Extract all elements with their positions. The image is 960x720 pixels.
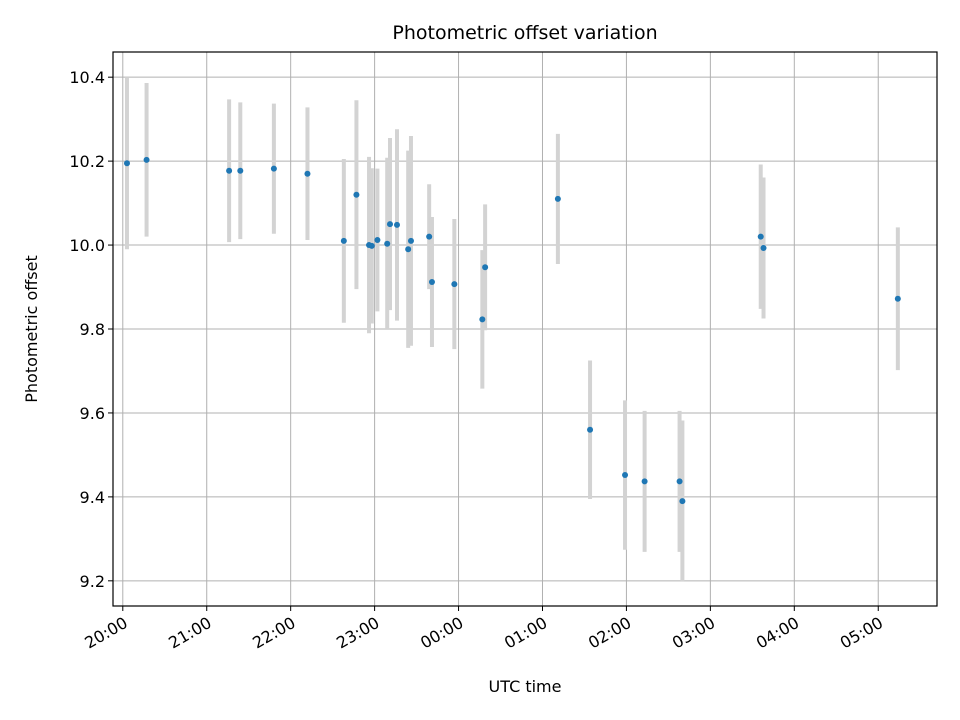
x-tick-label: 01:00 (501, 613, 550, 653)
y-tick-label: 10.4 (69, 68, 105, 87)
data-point (426, 233, 433, 240)
y-tick-label: 9.4 (80, 488, 105, 507)
x-tick-label: 23:00 (333, 613, 382, 653)
data-point (451, 281, 458, 288)
data-point (479, 316, 486, 323)
data-point (340, 237, 347, 244)
y-tick-label: 9.2 (80, 572, 105, 591)
data-point (386, 221, 393, 228)
data-point (270, 165, 277, 172)
data-point (384, 240, 391, 247)
y-axis-ticks: 9.2 9.4 9.6 9.8 10.0 10.2 10.4 (69, 68, 113, 591)
data-point (123, 160, 130, 167)
data-point (368, 242, 375, 249)
y-axis-label: Photometric offset (22, 255, 41, 403)
chart-title: Photometric offset variation (392, 22, 657, 44)
data-point (587, 426, 594, 433)
grid (113, 52, 937, 606)
x-axis-label: UTC time (489, 677, 562, 696)
x-tick-label: 22:00 (249, 613, 298, 653)
data-point (143, 156, 150, 163)
data-point (760, 244, 767, 251)
data-point (374, 237, 381, 244)
y-tick-label: 9.6 (80, 404, 105, 423)
x-tick-label: 05:00 (837, 613, 886, 653)
data-point (405, 246, 412, 253)
x-tick-label: 21:00 (165, 613, 214, 653)
x-tick-label: 04:00 (753, 613, 802, 653)
data-point (622, 472, 629, 479)
y-tick-label: 10.0 (69, 236, 105, 255)
data-point (407, 237, 414, 244)
data-point (554, 195, 561, 202)
data-point (353, 191, 360, 198)
data-point (679, 498, 686, 505)
y-tick-label: 10.2 (69, 152, 105, 171)
data-point (393, 221, 400, 228)
data-point (676, 478, 683, 485)
x-tick-label: 00:00 (417, 613, 466, 653)
x-tick-label: 02:00 (585, 613, 634, 653)
data-point (304, 170, 311, 177)
data-point (894, 295, 901, 302)
data-point (641, 478, 648, 485)
x-axis-ticks: 20:00 21:00 22:00 23:00 00:00 01:00 02:00 03:00… (81, 606, 886, 653)
data-point (428, 278, 435, 285)
y-tick-label: 9.8 (80, 320, 105, 339)
data-point (226, 167, 233, 174)
data-point (237, 167, 244, 174)
x-tick-label: 20:00 (81, 613, 130, 653)
data-points (123, 156, 901, 505)
data-point (482, 264, 489, 271)
x-tick-label: 03:00 (669, 613, 718, 653)
data-point (757, 233, 764, 240)
